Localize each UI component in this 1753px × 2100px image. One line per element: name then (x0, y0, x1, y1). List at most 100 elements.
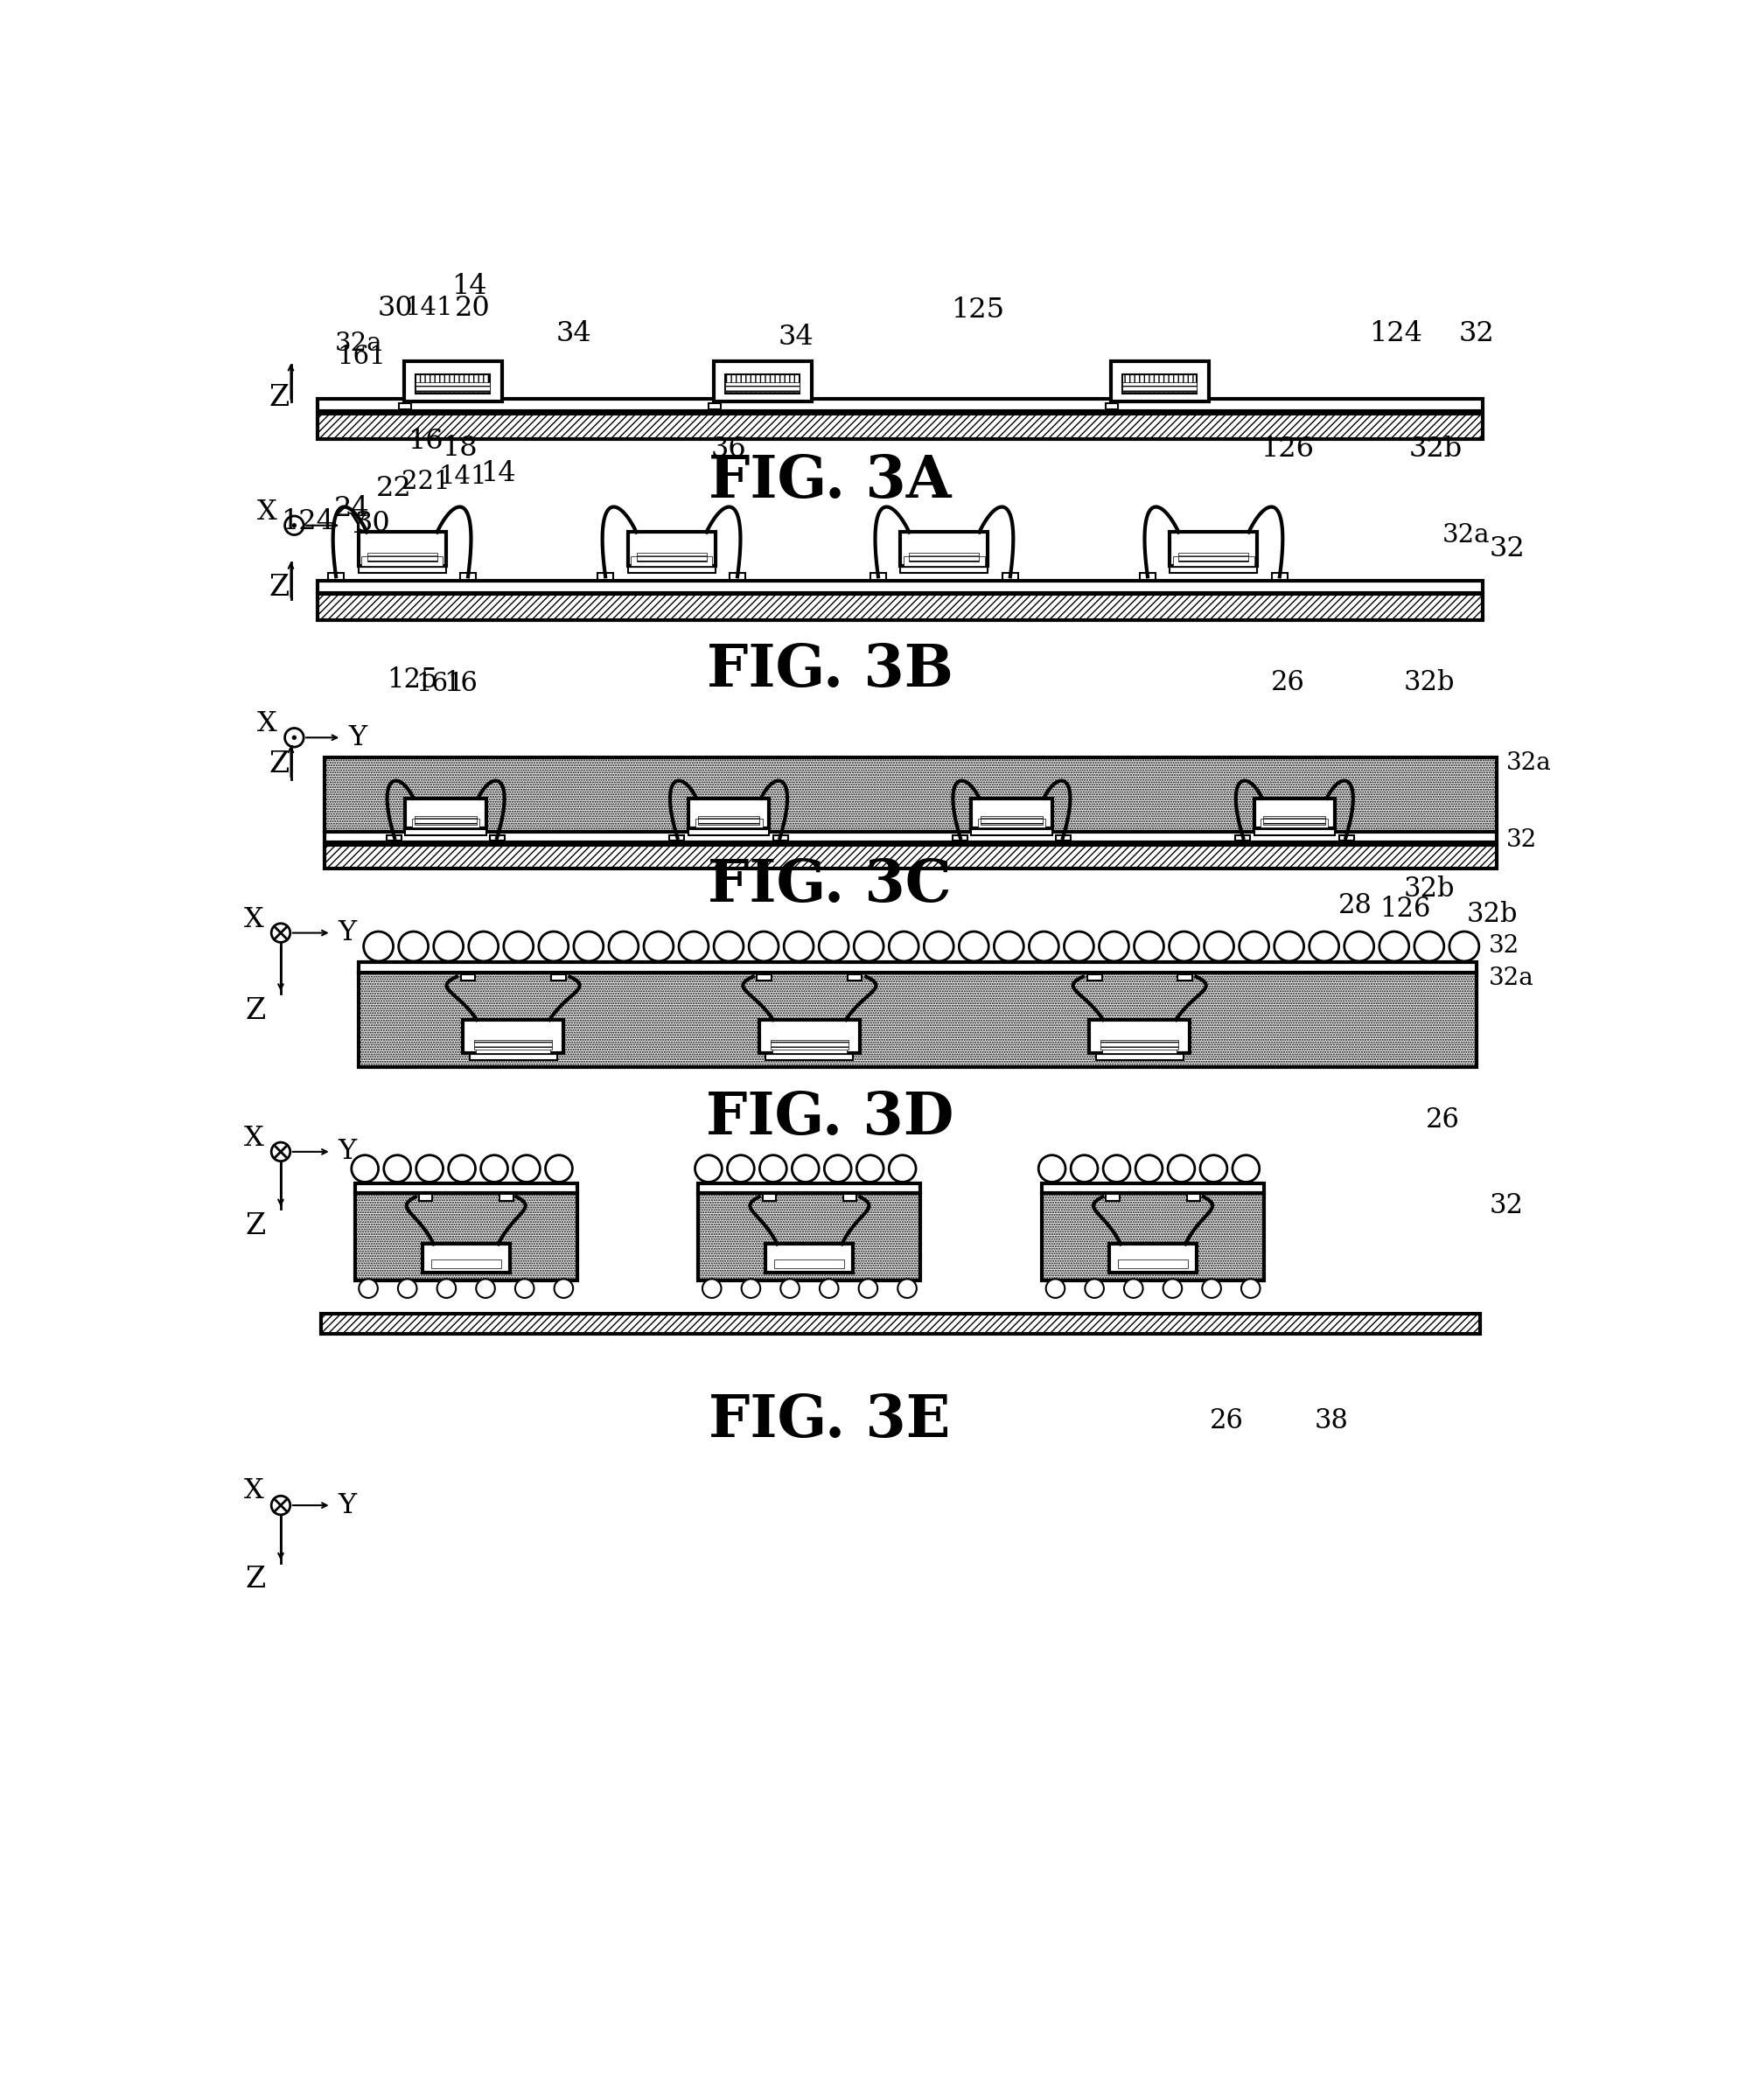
Text: 32: 32 (1490, 536, 1525, 563)
Bar (726, 374, 799, 393)
Circle shape (384, 1155, 410, 1182)
Bar (773, 1044, 847, 1052)
Circle shape (1239, 932, 1269, 962)
Text: Y: Y (349, 724, 366, 752)
Bar (324, 832, 1497, 842)
Circle shape (1124, 1279, 1143, 1298)
Circle shape (994, 932, 1024, 962)
Bar (689, 830, 770, 836)
Bar (317, 414, 1483, 439)
Circle shape (1241, 1279, 1260, 1298)
Text: FIG. 3C: FIG. 3C (708, 857, 952, 913)
Bar (628, 567, 715, 573)
Bar (757, 974, 771, 981)
Bar (473, 1040, 552, 1050)
Text: FIG. 3B: FIG. 3B (706, 643, 954, 699)
Bar (773, 836, 787, 840)
Circle shape (608, 932, 638, 962)
Bar (598, 573, 614, 580)
Circle shape (1136, 1155, 1162, 1182)
Text: 32b: 32b (1409, 437, 1462, 462)
Bar (1110, 1243, 1197, 1273)
Circle shape (1167, 1155, 1196, 1182)
Text: 30: 30 (377, 294, 414, 321)
Bar (1264, 817, 1325, 825)
Circle shape (713, 932, 743, 962)
Text: 124: 124 (280, 508, 335, 536)
Bar (978, 819, 1045, 827)
Bar (1339, 836, 1353, 840)
Bar (415, 817, 477, 825)
Bar (719, 393, 806, 401)
Text: 14: 14 (452, 273, 487, 300)
Circle shape (727, 1155, 754, 1182)
Bar (1260, 819, 1329, 827)
Bar (1178, 974, 1192, 981)
Text: 32: 32 (1458, 319, 1494, 346)
Text: 32a: 32a (1506, 752, 1551, 775)
Bar (358, 972, 1476, 1067)
Circle shape (1047, 1279, 1064, 1298)
Bar (419, 1195, 433, 1201)
Bar (324, 844, 1497, 869)
Bar (500, 1195, 514, 1201)
Bar (328, 573, 344, 580)
Bar (317, 399, 1483, 412)
Text: 22: 22 (377, 475, 412, 502)
Circle shape (759, 1155, 787, 1182)
Circle shape (780, 1279, 799, 1298)
Text: 125: 125 (386, 668, 438, 693)
Circle shape (1274, 932, 1304, 962)
Bar (775, 1260, 845, 1268)
Text: 32b: 32b (1404, 668, 1455, 695)
Bar (461, 974, 475, 981)
Text: Y: Y (338, 920, 356, 947)
Circle shape (359, 1279, 377, 1298)
Bar (698, 1184, 920, 1193)
Bar (1271, 573, 1288, 580)
Circle shape (824, 1155, 852, 1182)
Circle shape (1169, 932, 1199, 962)
Bar (431, 1260, 501, 1268)
Text: 32: 32 (1488, 934, 1520, 958)
Circle shape (1204, 932, 1234, 962)
Text: 124: 124 (1369, 319, 1422, 346)
Circle shape (468, 932, 498, 962)
Text: 38: 38 (1315, 1407, 1348, 1434)
Bar (386, 836, 401, 840)
Text: Z: Z (270, 384, 289, 412)
Bar (1118, 1260, 1189, 1268)
Bar (910, 552, 980, 563)
Bar (980, 817, 1043, 825)
Bar (403, 361, 501, 401)
Circle shape (859, 1279, 878, 1298)
Bar (1253, 830, 1334, 836)
Bar (971, 830, 1052, 836)
Circle shape (1450, 932, 1480, 962)
Bar (358, 962, 1476, 972)
Bar (869, 573, 887, 580)
Bar (843, 1195, 857, 1201)
Circle shape (792, 1155, 819, 1182)
Bar (477, 1044, 550, 1052)
Circle shape (1103, 1155, 1131, 1182)
Circle shape (573, 932, 603, 962)
Text: FIG. 3A: FIG. 3A (708, 454, 952, 510)
Text: 34: 34 (556, 319, 591, 346)
Bar (628, 531, 715, 565)
Bar (412, 819, 480, 827)
Text: 126: 126 (1260, 437, 1315, 462)
Circle shape (1380, 932, 1409, 962)
Bar (1169, 531, 1257, 565)
Text: 126: 126 (1380, 897, 1430, 922)
Text: 26: 26 (1271, 668, 1304, 695)
Text: 26: 26 (1425, 1107, 1460, 1134)
Text: 125: 125 (952, 296, 1004, 323)
Text: FIG. 3E: FIG. 3E (708, 1392, 950, 1449)
Text: Y: Y (349, 512, 366, 540)
Bar (459, 573, 477, 580)
Bar (636, 552, 706, 563)
Circle shape (1064, 932, 1094, 962)
Bar (358, 531, 445, 565)
Bar (422, 1243, 510, 1273)
